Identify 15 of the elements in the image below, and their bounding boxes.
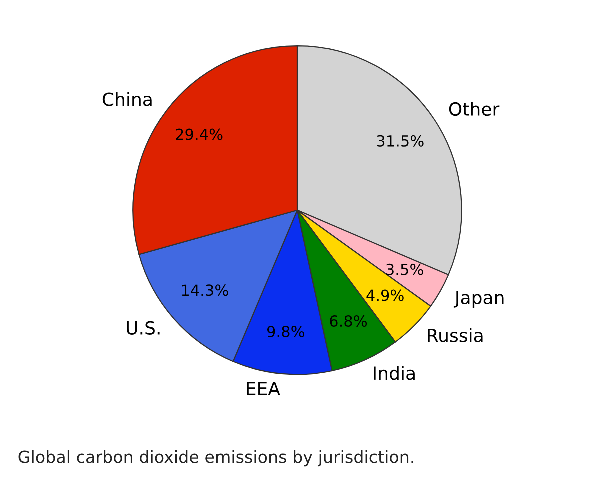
slice-label: U.S. [127,321,160,335]
data-label: 31.5% [377,135,424,147]
data-label: 3.5% [386,264,424,276]
text: Global carbon dioxide emissions by jurisdiction. [18,450,414,467]
data-label: 6.8% [330,315,368,328]
data-label: 29.4% [176,128,223,140]
slice-label: Russia [428,328,483,342]
slice-label: India [374,366,415,380]
data-label: 14.3% [182,284,228,296]
data-label: 9.8% [267,326,304,338]
slice-label: China [102,92,152,106]
slice-label: EEA [247,382,280,396]
data-label: 4.9% [366,290,404,302]
slice-label: Other [449,102,500,116]
slice-label: Japan [454,291,504,308]
